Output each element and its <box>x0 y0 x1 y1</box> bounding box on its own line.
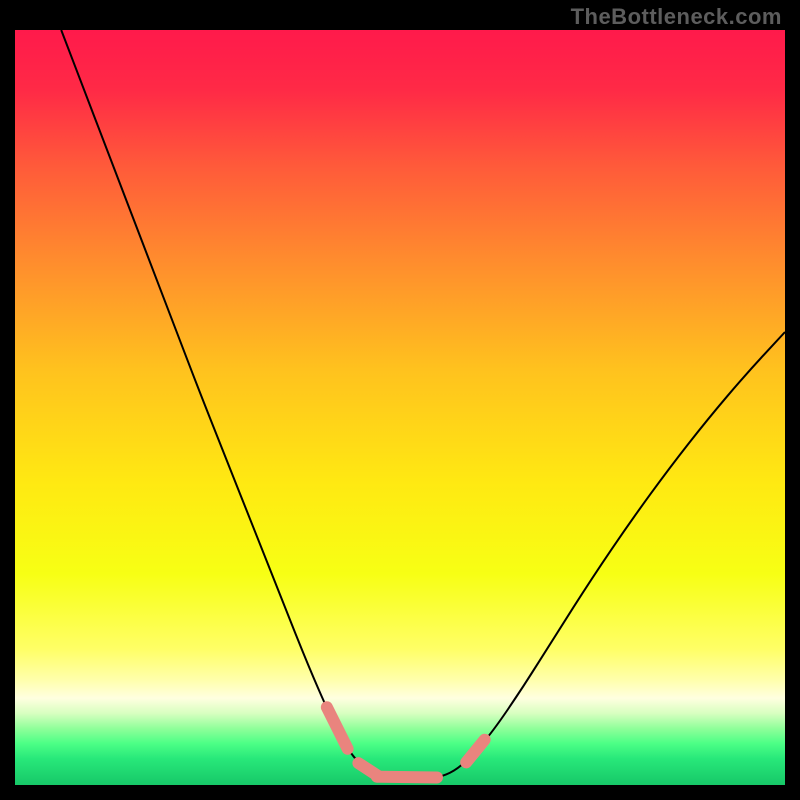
plot-background <box>15 30 785 785</box>
watermark-text: TheBottleneck.com <box>571 4 782 30</box>
highlight-segment <box>377 777 437 778</box>
chart-svg <box>0 0 800 800</box>
chart-root: TheBottleneck.com <box>0 0 800 800</box>
